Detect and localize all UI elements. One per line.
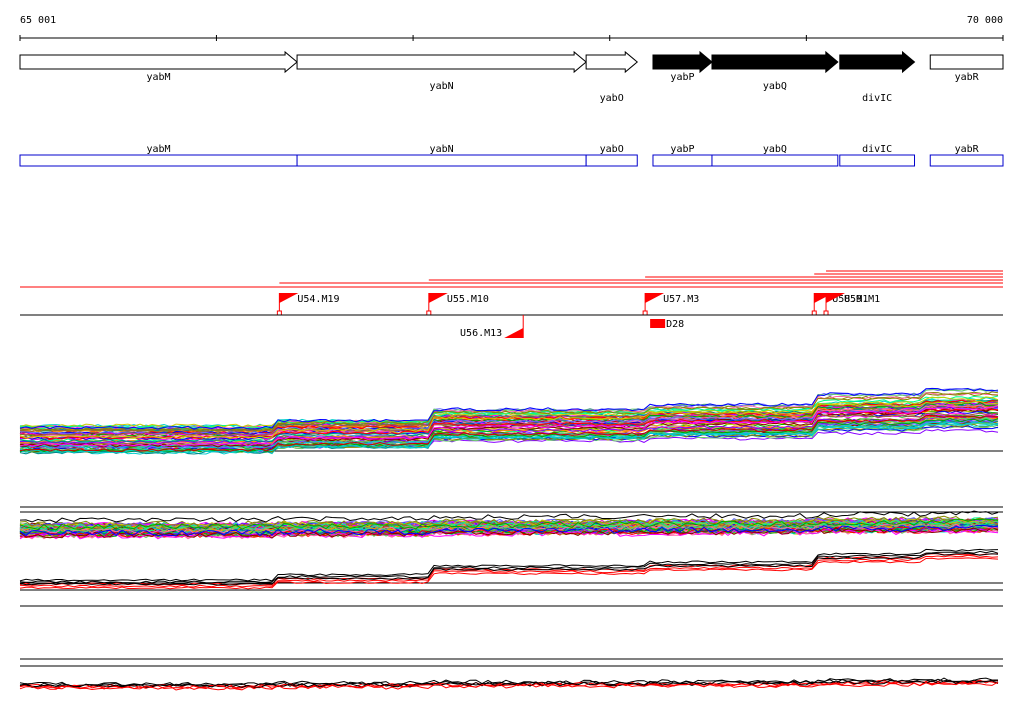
profile-a-trace — [19, 400, 999, 433]
tu-box-divIC — [839, 154, 916, 167]
profile-a-trace — [19, 402, 999, 437]
profile-b-trace — [19, 517, 999, 529]
tu-label-yabM: yabM — [146, 144, 170, 155]
promoter-label-U54.M19: U54.M19 — [297, 294, 339, 305]
promoter-box-U55.M10 — [426, 310, 432, 316]
gene-arrow-yabR — [929, 54, 1004, 70]
profile-b-trace — [19, 518, 999, 531]
gene-label-yabP: yabP — [670, 72, 694, 83]
gene-arrow-yabM — [19, 50, 298, 74]
profile-a-trace — [19, 417, 999, 453]
tu-box-yabM — [19, 154, 298, 167]
tu-box-yabR — [929, 154, 1004, 167]
promoter-box-U59.M1 — [823, 310, 829, 316]
ruler-end-label: 70 000 — [967, 15, 1003, 26]
profile-b-trace — [19, 518, 999, 531]
promoter-label-U57.M3: U57.M3 — [663, 294, 699, 305]
promoter-flag-U56.M13 — [504, 328, 524, 338]
profile-a-trace — [19, 415, 999, 445]
tu-label-yabR: yabR — [955, 144, 980, 155]
profile-c-trace — [19, 552, 999, 586]
profile-b-trace — [19, 528, 999, 540]
promoter-label-U56.M13: U56.M13 — [460, 328, 502, 339]
gene-arrow-yabO — [585, 50, 639, 74]
tu-label-yabQ: yabQ — [763, 144, 787, 155]
tu-label-yabO: yabO — [600, 144, 624, 155]
tu-box-yabQ — [711, 154, 839, 167]
profile-a-trace — [19, 400, 999, 428]
profile-d-trace — [19, 680, 999, 690]
tu-label-divIC: divIC — [862, 144, 892, 155]
gene-track: yabM yabN yabO yabP yabQ divIC yabR — [19, 50, 1004, 104]
profile-b-trace — [19, 510, 999, 523]
promoter-label-U59.M1: U59.M1 — [844, 294, 880, 305]
ruler-start-label: 65 001 — [20, 15, 56, 26]
expression-profile-track — [19, 387, 1003, 691]
promoter-box-U54.M19 — [276, 310, 282, 316]
profile-a-trace — [19, 395, 999, 430]
promoter-label-U58.M1: U58.M1 — [832, 294, 868, 305]
profile-c-trace — [19, 548, 999, 582]
profile-c-trace — [19, 552, 999, 586]
gene-label-divIC: divIC — [862, 93, 892, 104]
profile-b-trace — [19, 527, 999, 539]
profile-d-trace — [19, 679, 999, 689]
profile-a-trace — [19, 396, 999, 439]
promoter-box-U58.M1 — [811, 310, 817, 316]
tu-label-yabP: yabP — [670, 144, 694, 155]
profile-a-trace — [19, 392, 999, 432]
promoter-flag-U55.M10 — [428, 293, 448, 303]
gene-label-yabO: yabO — [600, 93, 624, 104]
profile-b-trace — [19, 520, 999, 533]
promoter-box-U57.M3 — [642, 310, 648, 316]
coordinate-ruler: 65 001 70 000 — [19, 15, 1004, 41]
gene-arrow-divIC — [839, 50, 916, 74]
profile-d-trace — [19, 677, 998, 687]
tu-box-yabP — [652, 154, 713, 167]
profile-c-trace — [19, 557, 999, 590]
promoter-flag-U57.M3 — [645, 293, 665, 303]
tu-box-yabN — [296, 154, 587, 167]
profile-c-trace — [19, 554, 999, 588]
profile-b-trace — [19, 524, 999, 537]
gene-arrow-yabP — [652, 50, 713, 74]
gene-label-yabR: yabR — [955, 72, 980, 83]
tu-label-yabN: yabN — [430, 144, 454, 155]
gene-label-yabN: yabN — [430, 81, 454, 92]
gene-arrow-yabN — [296, 50, 587, 74]
promoter-flag-U59.M1 — [826, 293, 846, 303]
transcript-unit-track: yabM yabN yabO yabP yabQ divIC yabR — [19, 144, 1004, 167]
profile-c-trace — [19, 550, 999, 584]
gene-arrow-yabQ — [711, 50, 839, 74]
profile-a-trace — [19, 414, 999, 452]
tu-box-yabO — [585, 154, 638, 167]
profile-a-trace — [19, 406, 999, 447]
gene-label-yabM: yabM — [146, 72, 170, 83]
terminator-D28 — [650, 319, 666, 328]
profile-a-trace — [19, 387, 999, 430]
terminator-label-D28: D28 — [666, 319, 684, 330]
profile-a-trace — [19, 421, 999, 454]
promoter-label-U55.M10: U55.M10 — [447, 294, 489, 305]
promoter-flag-U54.M19 — [279, 293, 299, 303]
profile-d-trace — [19, 681, 999, 691]
gene-label-yabQ: yabQ — [763, 81, 787, 92]
